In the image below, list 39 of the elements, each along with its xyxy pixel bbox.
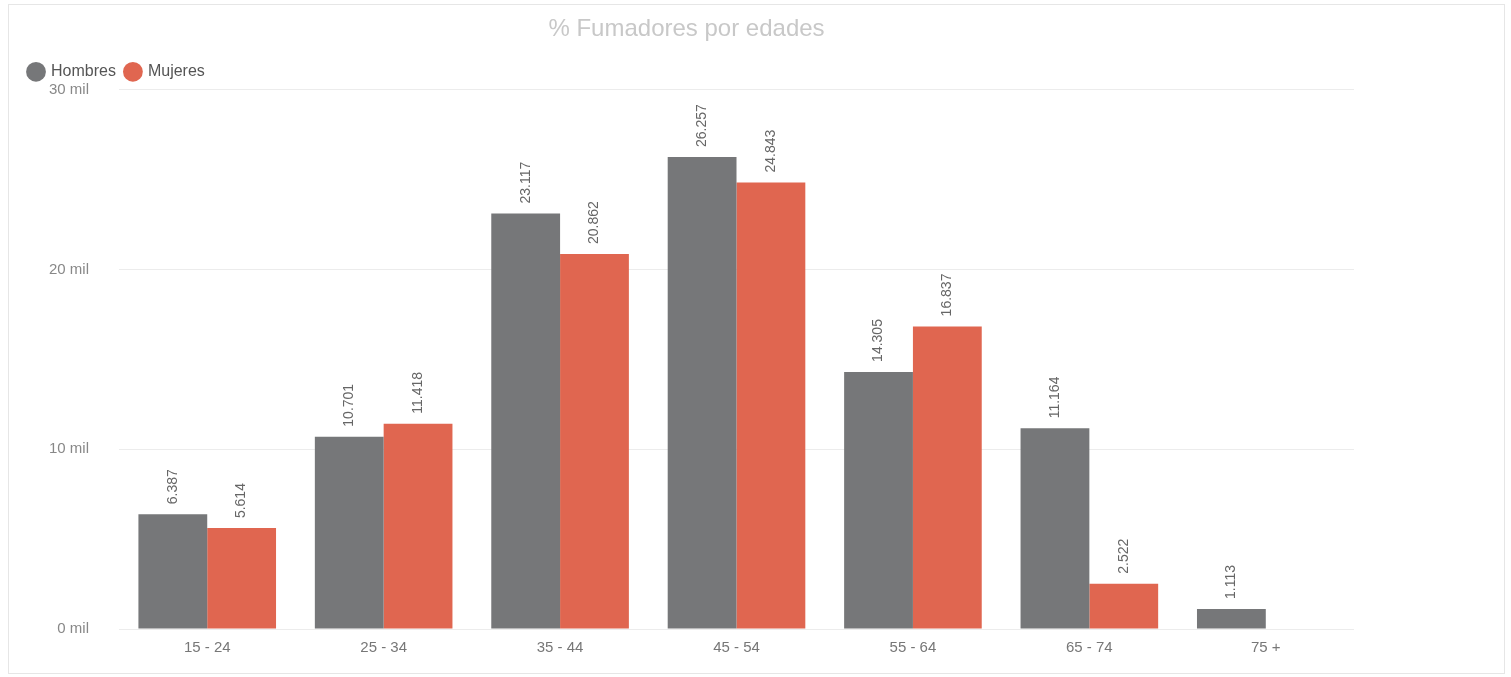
bar [1196, 609, 1266, 629]
y-tick-label: 0 mil [57, 619, 90, 637]
bar [667, 157, 737, 629]
data-label: 24.843 [761, 129, 778, 173]
data-label: 5.614 [232, 482, 249, 519]
bar [1089, 583, 1159, 629]
data-label: 2.522 [1114, 538, 1131, 574]
bar [1020, 428, 1090, 629]
y-tick-label: 20 mil [49, 259, 90, 277]
bar [912, 326, 982, 629]
bar [314, 436, 384, 629]
data-label: 26.257 [692, 104, 709, 148]
y-tick-label: 30 mil [49, 79, 90, 97]
legend-label: Hombres [51, 62, 116, 80]
y-tick-label: 10 mil [49, 439, 90, 457]
data-label: 6.387 [163, 468, 180, 505]
bar [383, 423, 453, 629]
data-label: 11.164 [1045, 376, 1062, 419]
bar [736, 182, 806, 629]
data-label: 23.117 [516, 161, 533, 204]
legend-label: Mujeres [147, 62, 205, 80]
x-tick-label: 55 - 64 [889, 638, 937, 656]
x-tick-label: 35 - 44 [536, 638, 584, 656]
bar [207, 528, 277, 629]
data-label: 16.837 [938, 273, 955, 317]
data-label: 14.305 [869, 318, 886, 362]
bar [560, 254, 629, 629]
x-tick-label: 65 - 74 [1066, 638, 1113, 656]
data-label: 11.418 [408, 371, 425, 414]
bar [138, 514, 208, 629]
data-label: 1.113 [1222, 564, 1239, 599]
bar [491, 213, 561, 629]
bar [844, 371, 913, 629]
x-tick-label: 15 - 24 [183, 638, 231, 656]
data-label: 20.862 [585, 201, 602, 245]
x-tick-label: 75 + [1250, 638, 1281, 656]
x-tick-label: 25 - 34 [360, 638, 407, 656]
x-tick-label: 45 - 54 [713, 638, 760, 656]
data-label: 10.701 [340, 383, 357, 427]
